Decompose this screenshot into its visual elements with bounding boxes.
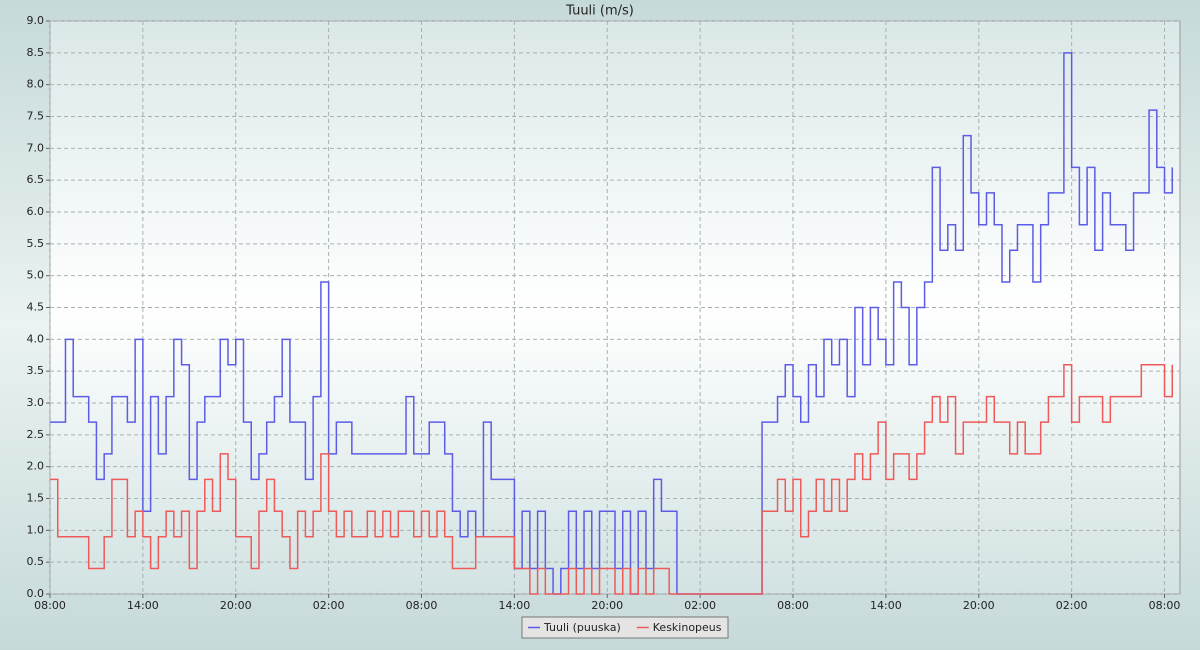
x-tick-label: 20:00: [591, 599, 623, 612]
y-tick-label: 5.5: [27, 237, 45, 250]
x-tick-label: 20:00: [963, 599, 995, 612]
series-line: [50, 364, 1174, 595]
x-tick-label: 08:00: [34, 599, 66, 612]
y-tick-label: 7.5: [27, 110, 45, 123]
y-tick-label: 2.0: [27, 460, 45, 473]
y-tick-label: 1.0: [27, 523, 45, 536]
y-tick-label: 8.5: [27, 46, 45, 59]
y-tick-label: 6.0: [27, 205, 45, 218]
x-tick-label: 08:00: [777, 599, 809, 612]
chart-title: Tuuli (m/s): [565, 4, 634, 19]
y-tick-label: 5.0: [27, 269, 45, 282]
x-tick-label: 08:00: [1149, 599, 1181, 612]
x-tick-label: 02:00: [313, 599, 345, 612]
y-tick-label: 6.5: [27, 173, 45, 186]
y-tick-label: 3.5: [27, 364, 45, 377]
x-tick-label: 02:00: [684, 599, 716, 612]
y-tick-label: 0.0: [27, 587, 45, 600]
series-line: [50, 52, 1174, 595]
y-tick-label: 7.0: [27, 141, 45, 154]
x-tick-label: 02:00: [1056, 599, 1088, 612]
y-tick-label: 1.5: [27, 492, 45, 505]
x-tick-label: 14:00: [870, 599, 902, 612]
y-tick-label: 4.5: [27, 301, 45, 314]
y-tick-label: 2.5: [27, 428, 45, 441]
legend-label: Tuuli (puuska): [543, 621, 621, 634]
y-tick-label: 4.0: [27, 332, 45, 345]
x-tick-label: 14:00: [127, 599, 159, 612]
x-tick-label: 20:00: [220, 599, 252, 612]
legend-box: [521, 616, 729, 639]
y-tick-label: 9.0: [27, 14, 45, 27]
x-tick-label: 14:00: [499, 599, 531, 612]
x-tick-label: 08:00: [406, 599, 438, 612]
y-tick-label: 3.0: [27, 396, 45, 409]
legend-label: Keskinopeus: [653, 621, 722, 634]
y-tick-label: 0.5: [27, 555, 45, 568]
y-tick-label: 8.0: [27, 78, 45, 91]
